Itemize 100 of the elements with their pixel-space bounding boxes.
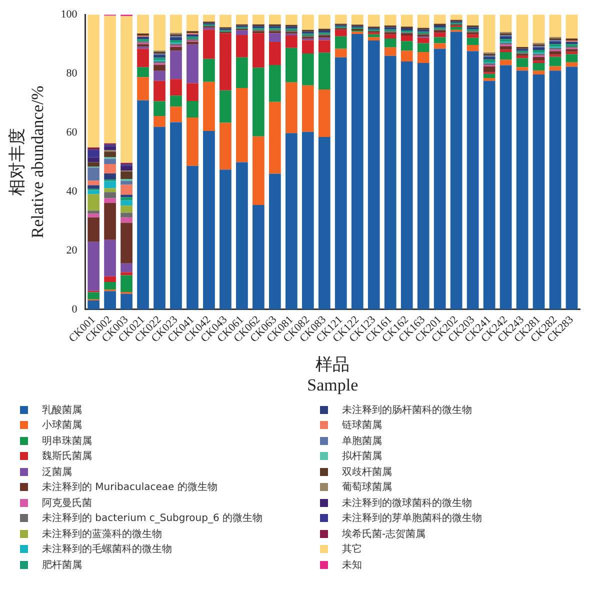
- bar: [566, 52, 578, 54]
- legend-label: 未注释到的芽单胞菌科的微生物: [342, 512, 482, 526]
- bar: [137, 100, 149, 310]
- bar: [120, 222, 132, 264]
- bar: [236, 88, 248, 162]
- bar: [269, 65, 281, 102]
- bar: [466, 51, 479, 310]
- bar: [417, 14, 430, 28]
- bar: [170, 96, 182, 107]
- legend-label: 未注释到的微球菌科的微生物: [342, 496, 472, 510]
- legend-label: 乳酸菌属: [42, 404, 82, 417]
- bar: [203, 58, 215, 82]
- legend-label: 魏斯氏菌属: [42, 450, 92, 464]
- bar: [104, 158, 116, 164]
- legend-label: 阿克曼氏菌: [42, 496, 92, 510]
- bar: [236, 162, 248, 310]
- bar: [400, 14, 413, 27]
- bar: [516, 70, 528, 310]
- bar: [88, 190, 100, 194]
- bar: [120, 194, 132, 198]
- bar: [400, 28, 413, 31]
- bar: [566, 14, 578, 38]
- bar: [170, 37, 182, 40]
- bar: [170, 40, 182, 43]
- bar: [154, 80, 166, 102]
- bar: [400, 41, 413, 51]
- bar: [170, 47, 182, 51]
- bar: [104, 240, 116, 276]
- bar: [483, 78, 496, 81]
- bar: [252, 205, 264, 310]
- bar: [120, 275, 132, 292]
- bar: [269, 42, 281, 66]
- bar: [483, 56, 496, 60]
- bar: [334, 14, 347, 24]
- bar: [549, 66, 562, 71]
- bar: [483, 66, 496, 72]
- bar: [120, 206, 132, 213]
- bar: [434, 37, 446, 44]
- legend-label: 肥杆菌属: [42, 558, 82, 572]
- bar: [417, 43, 430, 52]
- bar: [285, 133, 298, 310]
- bar: [186, 44, 198, 84]
- legend-label: 未注释到的蓝藻科的微生物: [42, 528, 162, 541]
- bar: [400, 61, 413, 310]
- bar: [137, 48, 149, 68]
- bar: [120, 197, 132, 200]
- bar: [104, 181, 116, 188]
- bar: [500, 36, 512, 40]
- bar: [252, 14, 264, 24]
- bar: [220, 33, 232, 90]
- bar: [466, 38, 479, 45]
- legend-label: 单胞菌属: [342, 434, 382, 448]
- bar: [368, 34, 380, 38]
- bar: [384, 56, 396, 310]
- bar: [318, 38, 330, 40]
- bar: [120, 16, 132, 163]
- bar: [532, 14, 545, 43]
- bar: [549, 56, 562, 66]
- bar: [186, 36, 198, 40]
- bar: [120, 180, 132, 185]
- bar: [186, 166, 198, 310]
- bar: [154, 58, 166, 60]
- bar: [384, 34, 396, 38]
- bar: [88, 150, 100, 158]
- bar: [500, 65, 512, 310]
- bar: [88, 185, 100, 189]
- bar: [483, 14, 496, 52]
- bar: [368, 14, 380, 27]
- legend-label: 未注释到的肠杆菌科的微生物: [342, 404, 472, 417]
- bar: [532, 70, 545, 74]
- bar: [285, 48, 298, 82]
- y-tick-label: 60: [66, 126, 78, 138]
- bar: [417, 62, 430, 310]
- legend-label: 链球菌属: [342, 418, 382, 432]
- bar: [566, 62, 578, 67]
- bar: [532, 57, 545, 61]
- bar: [186, 42, 198, 44]
- bar: [434, 43, 446, 49]
- bar: [88, 157, 100, 162]
- bar: [302, 54, 314, 86]
- bar: [532, 62, 545, 71]
- bar: [154, 116, 166, 127]
- bar: [302, 40, 314, 54]
- bar: [400, 36, 413, 42]
- bar: [137, 33, 149, 36]
- legend-label: 未注释到的 bacterium c_Subgroup_6 的微生物: [42, 512, 262, 526]
- bar: [88, 217, 100, 242]
- legend-label: 未注释到的毛螺菌科的微生物: [42, 542, 172, 556]
- bar: [483, 59, 496, 62]
- bar: [566, 66, 578, 310]
- bar: [566, 42, 578, 44]
- bar: [137, 44, 149, 47]
- bar: [434, 14, 446, 24]
- bar: [318, 40, 330, 53]
- y-tick-label: 0: [72, 303, 78, 316]
- bar: [566, 54, 578, 62]
- bar: [417, 38, 430, 44]
- bar: [384, 14, 396, 26]
- bar: [384, 38, 396, 48]
- bar: [104, 282, 116, 290]
